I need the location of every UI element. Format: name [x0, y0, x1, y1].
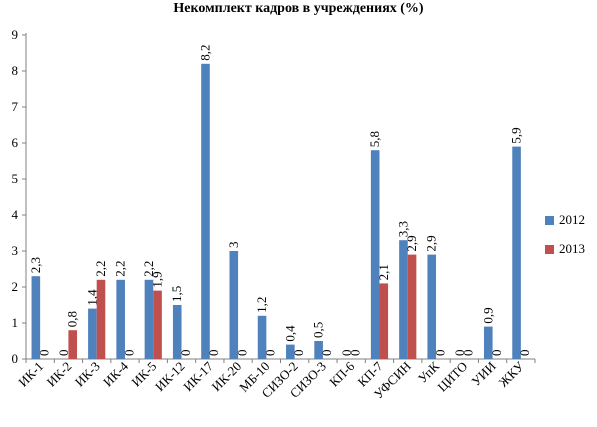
data-label-2012: 3,3 [395, 221, 410, 237]
y-tick-label: 9 [12, 27, 19, 42]
bar-2012-УИИ [483, 326, 493, 359]
legend-item-2013: 2013 [545, 240, 585, 257]
data-label-2012: 3 [226, 242, 241, 249]
x-tick-label: ИК-4 [100, 358, 131, 389]
bar-2012-ЖКУ [512, 146, 521, 359]
chart-title: Некомплект кадров в учреждениях (%) [173, 1, 424, 16]
x-tick-label: ИК-2 [44, 359, 75, 390]
bar-2012-ИК-12 [172, 305, 182, 359]
legend-swatch-2012 [545, 215, 554, 225]
bar-2012-ИК-4 [116, 279, 125, 359]
y-tick-label: 4 [12, 207, 19, 222]
data-label-2012: 0 [56, 350, 71, 357]
data-label-2013: 0 [517, 350, 532, 357]
x-tick-label: ИК-3 [72, 359, 103, 390]
data-label-2013: 0,8 [65, 311, 80, 327]
y-tick-label: 7 [12, 99, 19, 114]
data-label-2012: 1,2 [254, 297, 269, 313]
bar-2012-УпК [427, 254, 437, 359]
bar-2013-УФСИН [407, 254, 417, 359]
y-tick-label: 5 [12, 171, 19, 186]
data-label-2012: 5,9 [509, 127, 524, 143]
bar-2013-ИК-5 [153, 290, 162, 359]
data-label-2012: 0 [452, 350, 467, 357]
bar-2013-ИК-3 [96, 279, 106, 359]
data-label-2012: 0,4 [282, 325, 297, 342]
bar-2012-МБ-10 [257, 315, 267, 359]
bar-2012-СИЗО-2 [286, 344, 295, 359]
data-label-2012: 0 [339, 350, 354, 357]
data-label-2012: 2,9 [424, 235, 439, 251]
bar-2012-СИЗО-3 [314, 341, 323, 359]
legend-item-2012: 2012 [545, 211, 585, 228]
data-label-2013: 0 [234, 350, 249, 357]
bar-2012-ИК-1 [31, 276, 41, 359]
y-tick-label: 1 [12, 315, 19, 330]
legend-label-2013: 2013 [559, 241, 585, 257]
bar-2012-ИК-17 [201, 63, 210, 360]
data-label-2012: 0,5 [311, 322, 326, 338]
bar-2012-ИК-5 [144, 279, 154, 359]
y-tick-label: 2 [12, 279, 19, 294]
data-label-2013: 0 [319, 350, 334, 357]
data-label-2013: 0 [432, 350, 447, 357]
legend-label-2012: 2012 [559, 212, 585, 228]
data-label-2013: 1,9 [150, 271, 165, 287]
data-label-2013: 2,9 [404, 235, 419, 251]
data-label-2012: 2,2 [113, 261, 128, 277]
x-tick-label: ИК-1 [15, 359, 46, 390]
x-tick-label: КП-6 [326, 358, 357, 389]
data-label-2013: 0 [121, 350, 136, 357]
data-label-2013: 0 [347, 350, 362, 357]
x-tick-label: ЖКУ [496, 358, 528, 390]
data-label-2013: 0 [263, 350, 278, 357]
data-label-2013: 0 [461, 350, 476, 357]
bar-2012-УФСИН [399, 240, 408, 359]
x-tick-label: ИК-12 [152, 359, 188, 395]
bar-2013-ИК-2 [68, 330, 78, 359]
x-tick-label: ЦИТО [434, 359, 470, 395]
data-label-2013: 0 [206, 350, 221, 357]
x-tick-label: ИК-17 [180, 358, 216, 394]
data-label-2013: 0 [489, 350, 504, 357]
data-label-2012: 1,4 [84, 289, 99, 306]
y-tick-label: 3 [12, 243, 19, 258]
x-tick-label: ИК-20 [209, 359, 245, 395]
y-tick-label: 6 [12, 135, 19, 150]
data-label-2013: 2,2 [93, 261, 108, 277]
data-label-2012: 8,2 [198, 45, 213, 61]
bar-2012-ИК-20 [229, 251, 239, 359]
data-label-2013: 0 [36, 350, 51, 357]
data-label-2013: 2,1 [376, 264, 391, 280]
bar-2013-КП-7 [379, 283, 389, 359]
data-label-2012: 0,9 [480, 307, 495, 323]
data-label-2012: 1,5 [169, 286, 184, 302]
data-label-2013: 0 [291, 350, 306, 357]
bar-2012-ИК-3 [88, 308, 97, 359]
data-label-2012: 2,3 [28, 257, 43, 273]
y-tick-label: 8 [12, 63, 19, 78]
x-tick-label: УИИ [468, 359, 498, 389]
y-tick-label: 0 [12, 351, 19, 366]
data-label-2012: 5,8 [367, 131, 382, 147]
bar-2012-КП-7 [370, 150, 380, 359]
data-label-2012: 2,2 [141, 261, 156, 277]
legend-swatch-2013 [545, 244, 554, 254]
data-label-2013: 0 [178, 350, 193, 357]
